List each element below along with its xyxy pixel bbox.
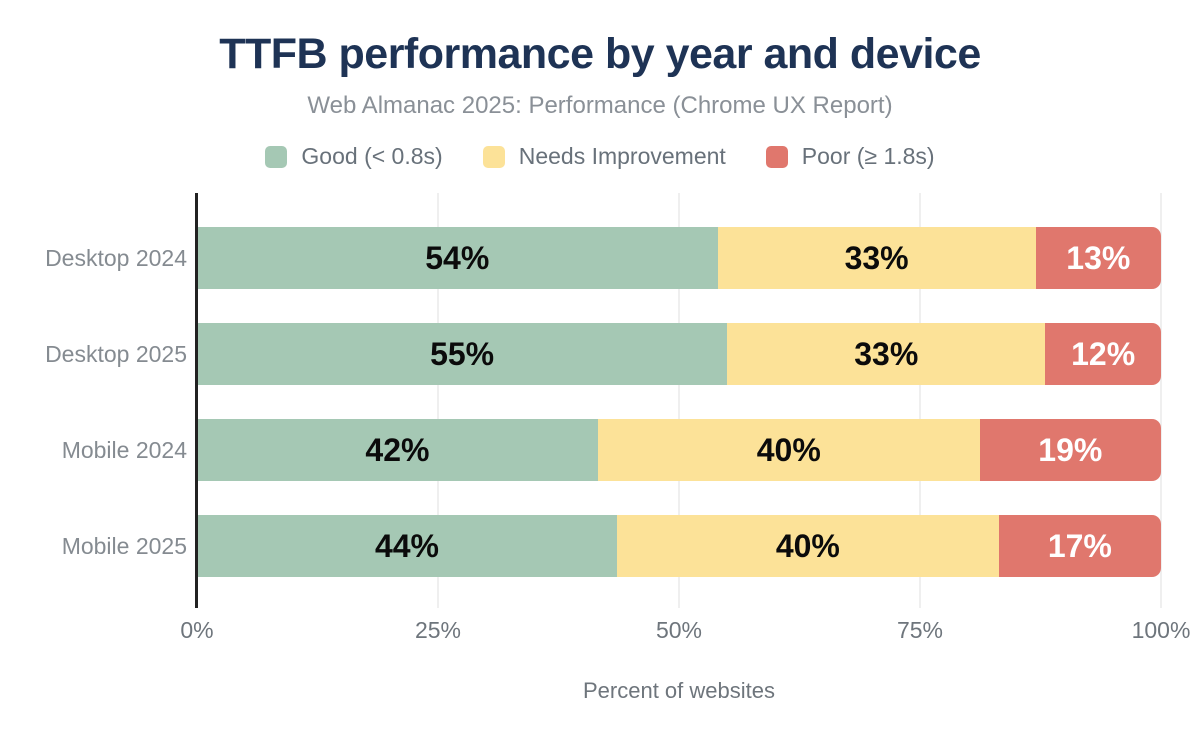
x-axis-tick: 75% <box>896 617 944 643</box>
bar-segment-poor: 13% <box>1035 227 1161 289</box>
bar-segment-good: 54% <box>197 227 718 289</box>
legend: Good (< 0.8s) Needs Improvement Poor (≥ 1.… <box>0 143 1200 170</box>
bar-segment-poor: 12% <box>1045 323 1161 385</box>
y-axis-label: Mobile 2024 <box>61 437 187 463</box>
legend-item: Needs Improvement <box>482 143 726 170</box>
bar-value-label: 40% <box>775 527 840 564</box>
legend-label: Poor (≥ 1.8s) <box>801 143 935 169</box>
legend-item: Poor (≥ 1.8s) <box>765 143 935 170</box>
bar-segment-needs-improvement: 40% <box>616 515 999 577</box>
legend-swatch-icon <box>265 145 288 168</box>
gridline <box>437 193 439 608</box>
bar-value-label: 13% <box>1066 239 1131 276</box>
plot-area: 54% 33% 13% 55% 33% 12% 42% 40% 19% 44% 40% 17% <box>195 193 1162 608</box>
chart-subtitle: Web Almanac 2025: Performance (Chrome UX… <box>307 92 893 119</box>
bar-segment-needs-improvement: 40% <box>597 419 980 481</box>
bar-value-label: 42% <box>365 431 430 468</box>
bar-row-mobile-2024: 42% 40% 19% <box>197 419 1161 481</box>
legend-item: Good (< 0.8s) <box>265 143 443 170</box>
gridline <box>678 193 680 608</box>
legend-label: Needs Improvement <box>518 143 726 169</box>
bar-segment-needs-improvement: 33% <box>727 323 1046 385</box>
bar-row-desktop-2025: 55% 33% 12% <box>197 323 1161 385</box>
bar-value-label: 55% <box>430 335 495 372</box>
bar-value-label: 33% <box>844 239 909 276</box>
bar-value-label: 44% <box>374 527 439 564</box>
bar-value-label: 33% <box>854 335 919 372</box>
x-axis-tick: 100% <box>1131 617 1191 643</box>
y-axis-label: Desktop 2024 <box>45 245 187 271</box>
bar-value-label: 54% <box>425 239 490 276</box>
x-axis-tick: 0% <box>180 617 214 643</box>
bar-row-mobile-2025: 44% 40% 17% <box>197 515 1161 577</box>
legend-swatch-icon <box>765 145 788 168</box>
x-axis-tick: 50% <box>655 617 703 643</box>
bar-segment-good: 55% <box>197 323 728 385</box>
y-axis-label: Desktop 2025 <box>45 341 187 367</box>
bar-segment-poor: 17% <box>998 515 1161 577</box>
legend-label: Good (< 0.8s) <box>301 143 443 169</box>
gridline <box>919 193 921 608</box>
bar-segment-poor: 19% <box>979 419 1161 481</box>
bar-value-label: 12% <box>1071 335 1136 372</box>
y-axis-line <box>195 193 198 608</box>
chart-title: TTFB performance by year and device <box>219 30 981 78</box>
bar-segment-good: 42% <box>197 419 598 481</box>
bar-segment-good: 44% <box>197 515 617 577</box>
x-axis-tick: 25% <box>414 617 462 643</box>
bar-value-label: 19% <box>1038 431 1103 468</box>
legend-swatch-icon <box>482 145 505 168</box>
y-axis-label: Mobile 2025 <box>61 533 187 559</box>
x-axis-title: Percent of websites <box>583 678 775 703</box>
bar-row-desktop-2024: 54% 33% 13% <box>197 227 1161 289</box>
bar-value-label: 40% <box>756 431 821 468</box>
bar-segment-needs-improvement: 33% <box>717 227 1036 289</box>
bar-value-label: 17% <box>1047 527 1112 564</box>
gridline <box>1160 193 1162 608</box>
